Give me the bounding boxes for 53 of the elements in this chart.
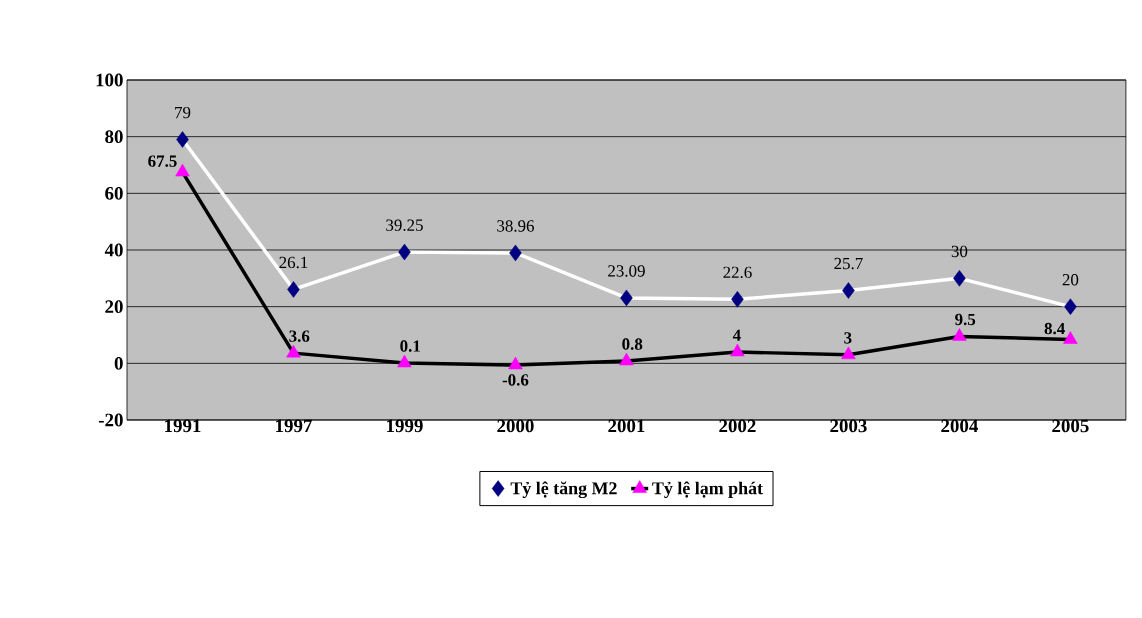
data-label: 38.96 (497, 220, 535, 232)
x-tick-label: 2001 (608, 419, 645, 433)
data-label: 67.5 (148, 155, 177, 167)
point (952, 328, 967, 341)
x-tick-label: 2003 (830, 419, 867, 433)
y-tick-label: 100 (96, 73, 123, 87)
data-label: 9.5 (955, 313, 976, 326)
x-tick-label: 2002 (719, 419, 756, 433)
point (619, 352, 634, 366)
point (841, 346, 856, 360)
x-tick-label: 1991 (165, 419, 201, 433)
y-tick-label: -20 (98, 413, 123, 427)
data-label: 4 (732, 329, 741, 341)
point (1064, 298, 1077, 315)
data-label: 8.4 (1044, 322, 1065, 335)
data-label: 20 (1062, 274, 1079, 286)
legend-label: Tỷ lệ lạm phát (652, 481, 763, 499)
point (731, 291, 744, 308)
point (953, 270, 966, 287)
y-tick-label: 20 (105, 300, 123, 314)
x-tick-label: 2004 (941, 419, 978, 433)
data-label: 22.6 (723, 266, 752, 279)
point (398, 243, 411, 261)
point (286, 344, 301, 358)
x-tick-label: 2000 (497, 419, 534, 433)
data-label: 0.1 (400, 340, 420, 352)
x-tick-label: 1997 (276, 419, 312, 433)
legend-label: Tỷ lệ tăng M2 (510, 481, 617, 499)
data-label: 0.8 (622, 338, 643, 350)
x-tick-label: 2005 (1052, 419, 1089, 433)
point (176, 131, 189, 148)
data-label: 25.7 (834, 257, 863, 270)
point (730, 343, 745, 357)
data-label: 23.09 (608, 265, 645, 277)
point (509, 244, 522, 262)
point (620, 289, 633, 307)
data-label: 39.25 (386, 219, 423, 231)
data-label: 26.1 (279, 256, 308, 269)
data-label: 3.6 (289, 330, 310, 342)
x-tick-label: 1999 (387, 419, 423, 433)
data-label: 3 (844, 332, 852, 344)
y-tick-label: 40 (104, 243, 123, 257)
data-label: 79 (175, 106, 191, 119)
point (842, 282, 855, 299)
data-label: 30 (951, 245, 968, 258)
data-label: -0.6 (502, 374, 529, 386)
point (1063, 331, 1078, 344)
y-tick-label: 80 (105, 130, 123, 144)
point (397, 354, 412, 368)
y-tick-label: 60 (105, 186, 123, 200)
point (508, 356, 523, 370)
y-tick-label: 0 (114, 356, 123, 370)
point (287, 281, 300, 298)
